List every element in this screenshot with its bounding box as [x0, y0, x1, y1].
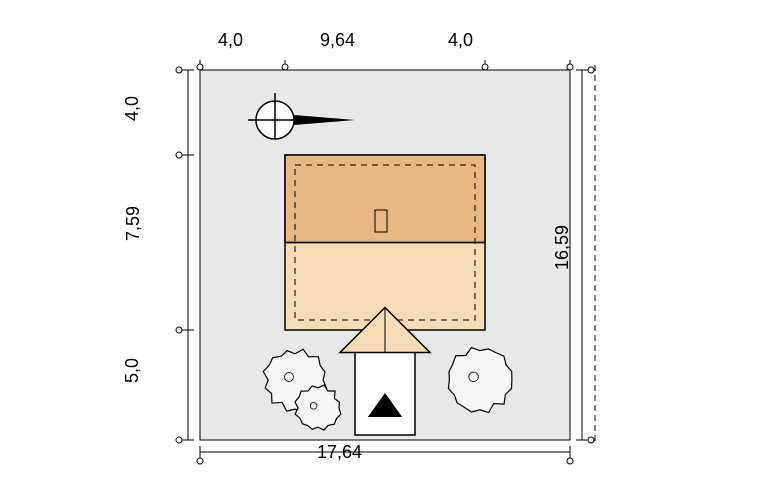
dim-bottom-full: 17,64	[317, 442, 362, 463]
dim-left-mid: 7,59	[123, 206, 144, 241]
dim-left-bottom: 5,0	[122, 358, 143, 383]
site-plan-svg	[160, 60, 680, 500]
dim-left-top: 4,0	[122, 96, 143, 121]
dim-top-mid: 9,64	[320, 30, 355, 51]
dim-top-right: 4,0	[448, 30, 473, 51]
dim-right-full: 16,59	[552, 225, 573, 270]
dim-top-left: 4,0	[218, 30, 243, 51]
